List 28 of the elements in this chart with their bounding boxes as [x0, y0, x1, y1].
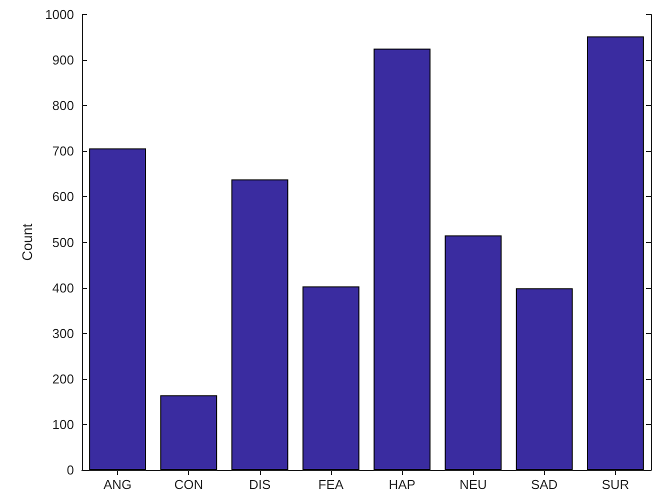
bar: [302, 286, 360, 470]
bar: [516, 288, 573, 470]
x-tick-label: SAD: [530, 477, 558, 492]
x-tick-label: NEU: [459, 477, 487, 492]
bar: [444, 235, 502, 470]
y-tick-label: 1000: [45, 7, 74, 22]
y-tick-label: 500: [52, 234, 74, 250]
bar: [374, 48, 431, 470]
x-tick-label: ANG: [103, 477, 132, 492]
y-tick-label: 700: [52, 144, 74, 159]
x-tick-label: FEA: [318, 477, 344, 492]
x-tick-label: CON: [174, 477, 204, 492]
y-tick-label: 800: [52, 98, 74, 114]
y-tick-label: 100: [52, 416, 74, 432]
bar: [586, 36, 644, 470]
y-tick-label: 900: [52, 52, 74, 68]
y-tick-label: 200: [52, 371, 74, 386]
y-tick-label: 400: [52, 280, 74, 296]
y-tick-label: 300: [52, 326, 74, 341]
x-tick-label: DIS: [248, 477, 271, 492]
bar: [89, 148, 146, 470]
x-tick-label: SUR: [602, 477, 630, 492]
bar: [231, 179, 288, 470]
bar: [160, 395, 218, 470]
y-tick-label: 600: [52, 189, 74, 204]
y-tick-label: 0: [66, 462, 74, 478]
x-tick-label: HAP: [388, 477, 416, 492]
y-axis-title: Count: [19, 223, 36, 261]
